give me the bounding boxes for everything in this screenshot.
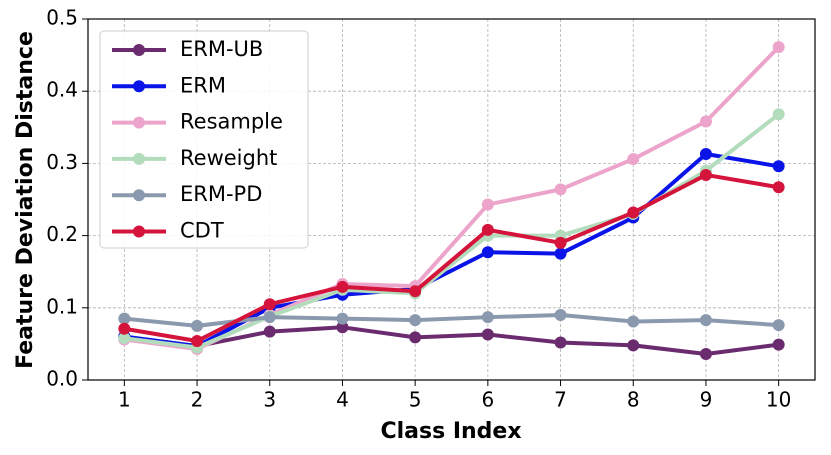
- point: [481, 311, 494, 324]
- point: [263, 311, 276, 324]
- legend-marker: [133, 189, 145, 202]
- y-tick-label: 0.2: [46, 222, 78, 246]
- plot-frame: [87, 18, 816, 381]
- point: [118, 332, 131, 345]
- x-tick-label: 5: [409, 388, 422, 412]
- legend-marker: [133, 225, 145, 238]
- x-tick-label: 7: [554, 388, 567, 412]
- point: [699, 314, 712, 327]
- point: [554, 336, 567, 349]
- legend-marker: [133, 152, 145, 165]
- point: [699, 168, 712, 181]
- point: [481, 198, 494, 211]
- point: [191, 335, 204, 348]
- point: [336, 312, 349, 325]
- series-line: [124, 152, 779, 349]
- y-tick-label: 0.5: [46, 6, 78, 30]
- x-tick-label: 1: [118, 388, 131, 412]
- point: [627, 153, 640, 166]
- point: [627, 339, 640, 352]
- point: [409, 331, 422, 344]
- point: [554, 183, 567, 196]
- point: [772, 319, 785, 332]
- point: [336, 321, 349, 334]
- legend-label: ERM: [180, 73, 226, 97]
- point: [336, 280, 349, 293]
- point: [118, 322, 131, 335]
- legend-marker: [133, 44, 145, 56]
- point: [554, 309, 567, 322]
- legend-label: ERM-PD: [180, 182, 262, 206]
- point: [409, 285, 422, 298]
- legend-label: Resample: [180, 110, 283, 134]
- legend-label: Reweight: [180, 146, 277, 170]
- legend: ERM-UB ERM Resample Reweight ERM-PD CDT: [99, 30, 309, 249]
- point: [263, 298, 276, 311]
- point: [191, 319, 204, 332]
- point: [481, 328, 494, 341]
- legend-frame: [99, 30, 309, 249]
- legend-label: ERM-UB: [180, 37, 263, 61]
- x-axis-label: Class Index: [380, 419, 521, 444]
- legend-marker: [133, 80, 145, 93]
- point: [699, 115, 712, 128]
- series-line: [124, 172, 779, 344]
- point: [627, 315, 640, 328]
- y-tick-label: 0.0: [46, 367, 78, 391]
- point: [627, 206, 640, 219]
- x-tick-label: 9: [700, 388, 713, 412]
- x-tick-label: 6: [481, 388, 494, 412]
- y-tick-label: 0.4: [46, 78, 78, 102]
- point: [554, 236, 567, 249]
- x-tick-label: 3: [263, 388, 276, 412]
- series-line: [124, 313, 779, 328]
- point: [699, 148, 712, 161]
- point: [772, 41, 785, 54]
- point: [772, 181, 785, 194]
- point: [118, 312, 131, 325]
- x-tick-label: 10: [766, 388, 791, 412]
- point: [772, 338, 785, 351]
- y-axis-label: Feature Deviation Distance: [13, 31, 38, 369]
- legend-marker: [133, 116, 145, 129]
- point: [699, 348, 712, 361]
- point: [481, 246, 494, 259]
- point: [772, 160, 785, 173]
- legend-label: CDT: [180, 219, 224, 243]
- point: [409, 314, 422, 327]
- x-tick-label: 4: [336, 388, 349, 412]
- y-tick-label: 0.1: [46, 294, 78, 318]
- point: [481, 223, 494, 236]
- point: [772, 108, 785, 121]
- point: [554, 247, 567, 260]
- x-tick-label: 8: [627, 388, 640, 412]
- x-tick-label: 2: [191, 388, 204, 412]
- y-tick-label: 0.3: [46, 150, 78, 174]
- series-line: [124, 325, 779, 357]
- point: [263, 325, 276, 338]
